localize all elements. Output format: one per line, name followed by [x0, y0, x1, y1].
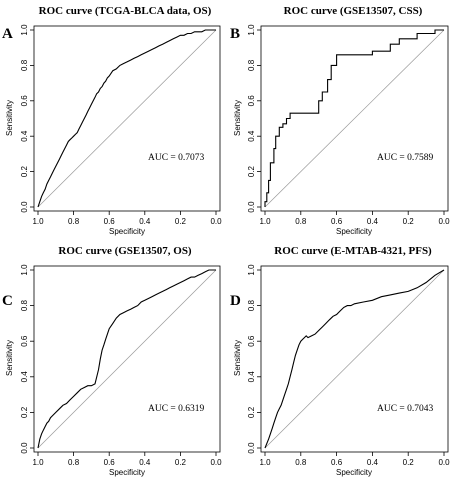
panel-c-x-tick-label: 1.0	[32, 458, 44, 467]
panel-c-y-tick-label: 0.8	[20, 299, 29, 311]
panel-a-y-tick-label: 1.0	[20, 24, 29, 36]
panel-d-y-tick-label: 0.2	[247, 406, 256, 418]
panel-d-x-tick-label: 0.4	[367, 458, 379, 467]
panel-b-y-tick-label: 0.6	[247, 95, 256, 107]
panel-d-y-tick-label: 0.8	[247, 299, 256, 311]
panel-a-x-axis-label: Specificity	[109, 227, 145, 236]
panel-d-reference-diagonal	[264, 269, 445, 449]
panel-d-x-tick-label: 0.8	[295, 458, 307, 467]
panel-a-y-tick-label: 0.6	[20, 95, 29, 107]
panel-a-reference-diagonal	[37, 29, 217, 208]
panel-b-y-tick-label: 0.8	[247, 59, 256, 71]
panel-c-auc-label: AUC = 0.6319	[148, 404, 205, 414]
panel-d-x-tick-label: 0.2	[403, 458, 415, 467]
panel-c-ticks: 1.0 0.8 0.6 0.4 0.2 0.0 0.0 0.2 0.4 0.6 0.8 1.0	[20, 264, 222, 467]
panel-c-x-tick-label: 0.6	[104, 458, 116, 467]
panel-c-y-axis-label: Sensitivity	[5, 340, 14, 376]
panel-d-title: ROC curve (E-MTAB-4321, PFS)	[274, 245, 432, 257]
panel-a-x-tick-label: 1.0	[32, 217, 44, 226]
panel-a-y-axis-label: Sensitivity	[5, 100, 14, 136]
panel-c-y-tick-label: 0.2	[20, 406, 29, 418]
panel-c-reference-diagonal	[37, 269, 217, 449]
panel-b-x-tick-label: 1.0	[259, 217, 271, 226]
panel-a-letter: A	[2, 26, 13, 42]
panel-a-title: ROC curve (TCGA-BLCA data, OS)	[39, 5, 212, 17]
panel-d-y-tick-label: 1.0	[247, 264, 256, 276]
panel-a-auc-label: AUC = 0.7073	[148, 153, 205, 163]
panel-d-ticks: 1.0 0.8 0.6 0.4 0.2 0.0 0.0 0.2 0.4 0.6 0.8 1.0	[247, 264, 450, 467]
panel-b-roc-curve	[264, 29, 444, 207]
panel-b-y-tick-label: 0.4	[247, 130, 256, 142]
panel-b-x-axis-label: Specificity	[336, 227, 372, 236]
panel-a-x-tick-label: 0.2	[175, 217, 187, 226]
panel-d-y-tick-label: 0.6	[247, 335, 256, 347]
panel-b-letter: B	[230, 26, 240, 42]
panel-a-y-tick-label: 0.0	[20, 201, 29, 213]
panel-d: D ROC curve (E-MTAB-4321, PFS) 1.0 0.8 0.6…	[230, 245, 450, 477]
panel-b: B ROC curve (GSE13507, CSS) 1.0 0.8 0.6 0.4…	[230, 5, 450, 236]
panel-b-x-tick-label: 0.2	[403, 217, 415, 226]
panel-d-x-tick-label: 0.0	[438, 458, 450, 467]
panel-c-x-tick-label: 0.8	[68, 458, 80, 467]
panel-d-roc-curve	[264, 269, 445, 449]
panel-c-x-axis-label: Specificity	[109, 468, 145, 477]
panel-d-y-tick-label: 0.0	[247, 442, 256, 454]
panel-d-letter: D	[230, 293, 241, 309]
panel-a-x-tick-label: 0.4	[139, 217, 151, 226]
panel-c-title: ROC curve (GSE13507, OS)	[58, 245, 192, 257]
panel-a-x-tick-label: 0.6	[104, 217, 116, 226]
panel-b-y-tick-label: 0.2	[247, 165, 256, 177]
panel-a-x-tick-label: 0.0	[210, 217, 222, 226]
panel-d-y-tick-label: 0.4	[247, 371, 256, 383]
panel-d-x-tick-label: 1.0	[259, 458, 271, 467]
panel-c-x-tick-label: 0.4	[139, 458, 151, 467]
panel-d-x-axis-label: Specificity	[336, 468, 372, 477]
panel-b-plot-frame	[260, 25, 449, 212]
panel-b-x-tick-label: 0.6	[331, 217, 343, 226]
panel-a-y-tick-label: 0.8	[20, 59, 29, 71]
panel-c: C ROC curve (GSE13507, OS) 1.0 0.8 0.6 0.4 0…	[2, 245, 222, 477]
panel-a-plot-frame	[33, 25, 221, 212]
panel-b-x-tick-label: 0.0	[438, 217, 450, 226]
panel-b-y-axis-label: Sensitivity	[233, 100, 242, 136]
panel-b-title: ROC curve (GSE13507, CSS)	[284, 5, 423, 17]
panel-a: A ROC curve (TCGA-BLCA data, OS) 1.0 0.8 0…	[2, 5, 222, 236]
panel-d-auc-label: AUC = 0.7043	[377, 404, 434, 414]
panel-b-x-tick-label: 0.4	[367, 217, 379, 226]
panel-b-auc-label: AUC = 0.7589	[377, 153, 434, 163]
panel-c-y-tick-label: 0.0	[20, 442, 29, 454]
panel-a-y-tick-label: 0.2	[20, 165, 29, 177]
panel-c-y-tick-label: 1.0	[20, 264, 29, 276]
panel-d-y-axis-label: Sensitivity	[233, 340, 242, 376]
panel-d-x-tick-label: 0.6	[331, 458, 343, 467]
panel-c-roc-curve	[37, 269, 216, 449]
panel-c-y-tick-label: 0.4	[20, 371, 29, 383]
panel-b-reference-diagonal	[264, 29, 445, 208]
panel-c-y-tick-label: 0.6	[20, 335, 29, 347]
panel-d-plot-frame	[260, 265, 449, 453]
panel-a-y-tick-label: 0.4	[20, 130, 29, 142]
panel-b-x-tick-label: 0.8	[295, 217, 307, 226]
panel-b-ticks: 1.0 0.8 0.6 0.4 0.2 0.0 0.0 0.2 0.4 0.6 0.8 1.0	[247, 24, 450, 226]
panel-a-roc-curve	[37, 29, 216, 208]
panel-c-x-tick-label: 0.0	[210, 458, 222, 467]
panel-b-y-tick-label: 1.0	[247, 24, 256, 36]
panel-c-letter: C	[2, 293, 13, 309]
panel-c-plot-frame	[33, 265, 221, 453]
panel-a-ticks: 1.0 0.8 0.6 0.4 0.2 0.0 0.0 0.2 0.4 0.6 0.8 1.0	[20, 24, 222, 226]
panel-a-x-tick-label: 0.8	[68, 217, 80, 226]
panel-b-y-tick-label: 0.0	[247, 201, 256, 213]
panel-c-x-tick-label: 0.2	[175, 458, 187, 467]
